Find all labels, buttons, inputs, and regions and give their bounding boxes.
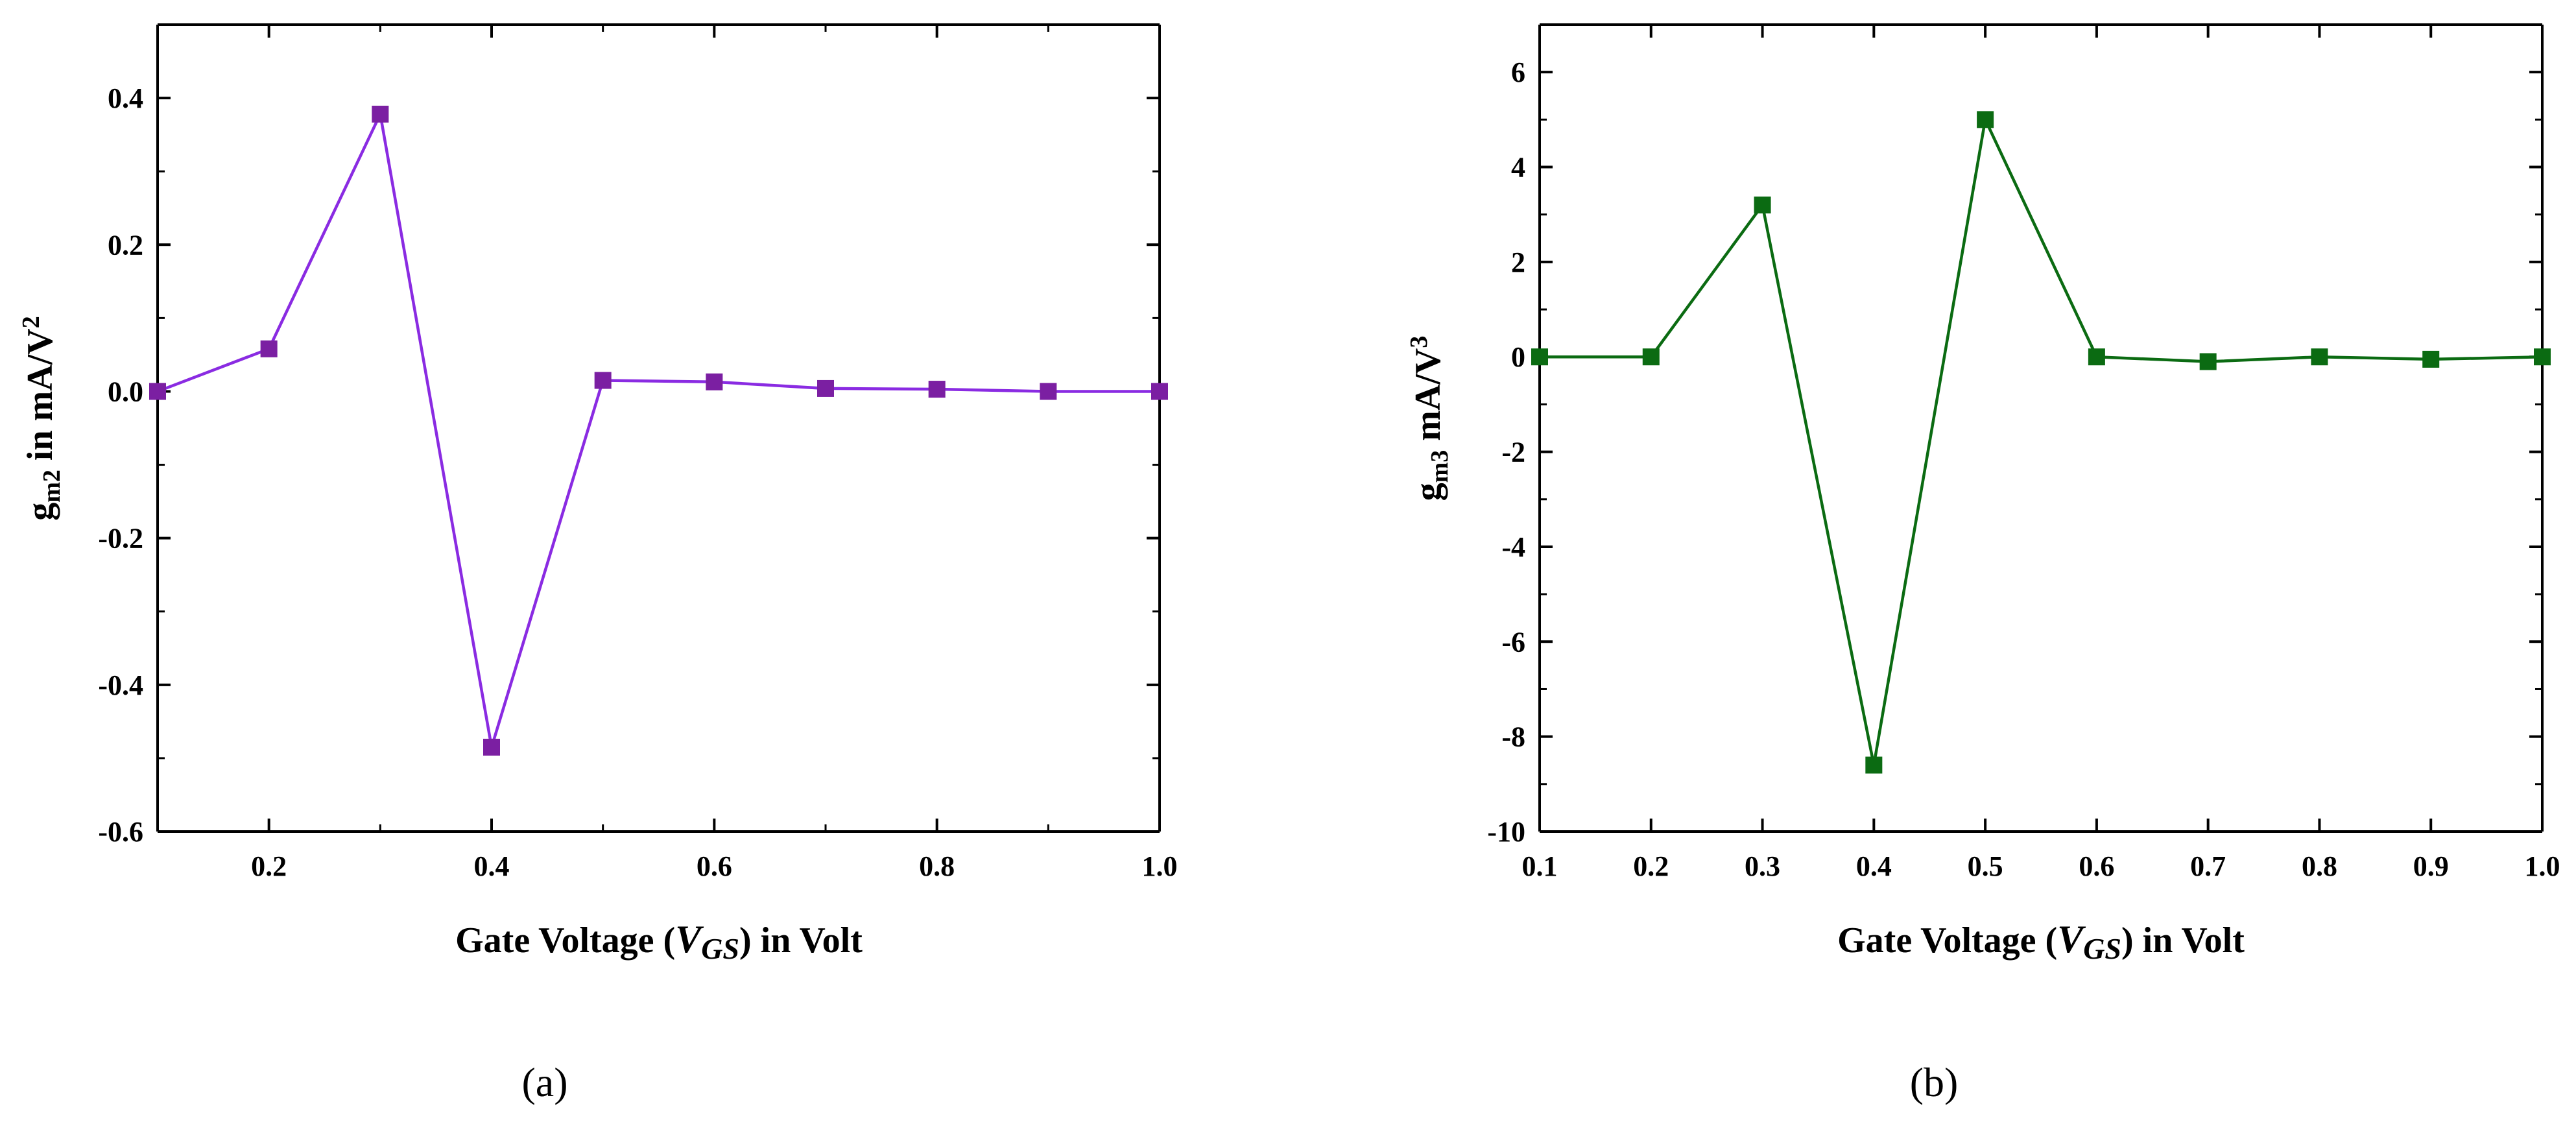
data-point-gm3: [1642, 348, 1660, 366]
data-point-gm3: [2311, 348, 2328, 366]
y-tick-label: -2: [1501, 437, 1525, 468]
y-tick-label: -0.4: [98, 669, 143, 701]
x-tick-label: 0.6: [697, 850, 732, 882]
y-tick-label: -6: [1501, 626, 1525, 658]
series-line-gm3: [1540, 118, 2543, 767]
axes: -0.6 -0.4 -0.2 0.0 0.2 0.4 0.2 0.4 0.6 0.8 1.0: [98, 23, 1178, 882]
data-point-gm3: [2422, 350, 2440, 368]
data-point-gm2: [928, 381, 946, 398]
chart-a: gm2 in mA/V2 Gate Voltage (VGS) in Volt …: [18, 23, 1178, 1105]
data-point-gm2: [1151, 383, 1168, 400]
x-tick-label: 1.0: [2525, 850, 2560, 882]
data-point-gm2: [260, 340, 278, 357]
svg-text:gm2 in mA/V2: gm2 in mA/V2: [18, 316, 66, 520]
data-point-gm2: [817, 379, 834, 397]
panel-label-b: (b): [1910, 1059, 1959, 1105]
y-tick-label: -4: [1501, 531, 1525, 563]
x-tick-label: 0.6: [2079, 850, 2114, 882]
data-point-gm3: [1977, 111, 1994, 128]
y-tick-label: -8: [1501, 721, 1525, 753]
data-point-gm2: [372, 105, 389, 123]
x-tick-label: 0.8: [2302, 850, 2337, 882]
series-line-gm2: [157, 112, 1160, 749]
y-tick-label: 6: [1511, 56, 1525, 88]
y-tick-label: -10: [1487, 816, 1525, 848]
axes: -10 -8 -6 -4 -2 0 2 4 6 0.1 0.2 0.3 0.4 0.5 0.6 0.7 0.8 0…: [1487, 23, 2560, 882]
y-tick-label: -0.6: [98, 816, 143, 848]
x-tick-label: 0.9: [2413, 850, 2449, 882]
data-point-gm3: [1531, 348, 1548, 366]
x-tick-label: 1.0: [1142, 850, 1178, 882]
panel-label-a: (a): [521, 1059, 567, 1105]
data-point-gm2: [149, 383, 166, 400]
x-tick-label: 0.2: [1633, 850, 1669, 882]
x-tick-label: 0.1: [1522, 850, 1558, 882]
data-point-gm3: [2088, 348, 2105, 366]
svg-text:gm3 mA/V3: gm3 mA/V3: [1405, 336, 1453, 501]
data-point-gm2: [483, 738, 500, 756]
svg-text:Gate Voltage (VGS) in Volt: Gate Voltage (VGS) in Volt: [455, 918, 863, 965]
x-axis-title: Gate Voltage (VGS) in Volt: [455, 918, 863, 965]
y-tick-label: -0.2: [98, 523, 143, 555]
data-point-gm2: [706, 373, 723, 390]
x-tick-label: 0.8: [919, 850, 955, 882]
x-tick-label: 0.7: [2190, 850, 2226, 882]
x-tick-label: 0.2: [251, 850, 287, 882]
y-tick-label: 0.0: [108, 376, 143, 407]
x-tick-label: 0.4: [1856, 850, 1892, 882]
y-axis-title: gm2 in mA/V2: [18, 316, 66, 520]
x-tick-label: 0.4: [474, 850, 510, 882]
y-axis-title: gm3 mA/V3: [1405, 336, 1453, 501]
x-tick-label: 0.3: [1745, 850, 1780, 882]
y-tick-label: 0: [1511, 341, 1525, 373]
y-tick-label: 2: [1511, 246, 1525, 278]
y-tick-label: 0.4: [108, 82, 143, 114]
chart-b: gm3 mA/V3 Gate Voltage (VGS) in Volt (b)…: [1405, 23, 2560, 1105]
y-tick-label: 0.2: [108, 229, 143, 261]
data-point-gm2: [1040, 383, 1057, 400]
data-point-gm3: [1865, 756, 1883, 774]
data-point-gm2: [594, 372, 612, 389]
data-point-gm3: [2199, 353, 2217, 370]
y-tick-label: 4: [1511, 152, 1525, 184]
data-point-gm3: [2534, 348, 2551, 366]
x-axis-title: Gate Voltage (VGS) in Volt: [1837, 918, 2245, 965]
svg-text:Gate Voltage (VGS) in Volt: Gate Voltage (VGS) in Volt: [1837, 918, 2245, 965]
x-tick-label: 0.5: [1968, 850, 2003, 882]
data-point-gm3: [1754, 197, 1771, 214]
